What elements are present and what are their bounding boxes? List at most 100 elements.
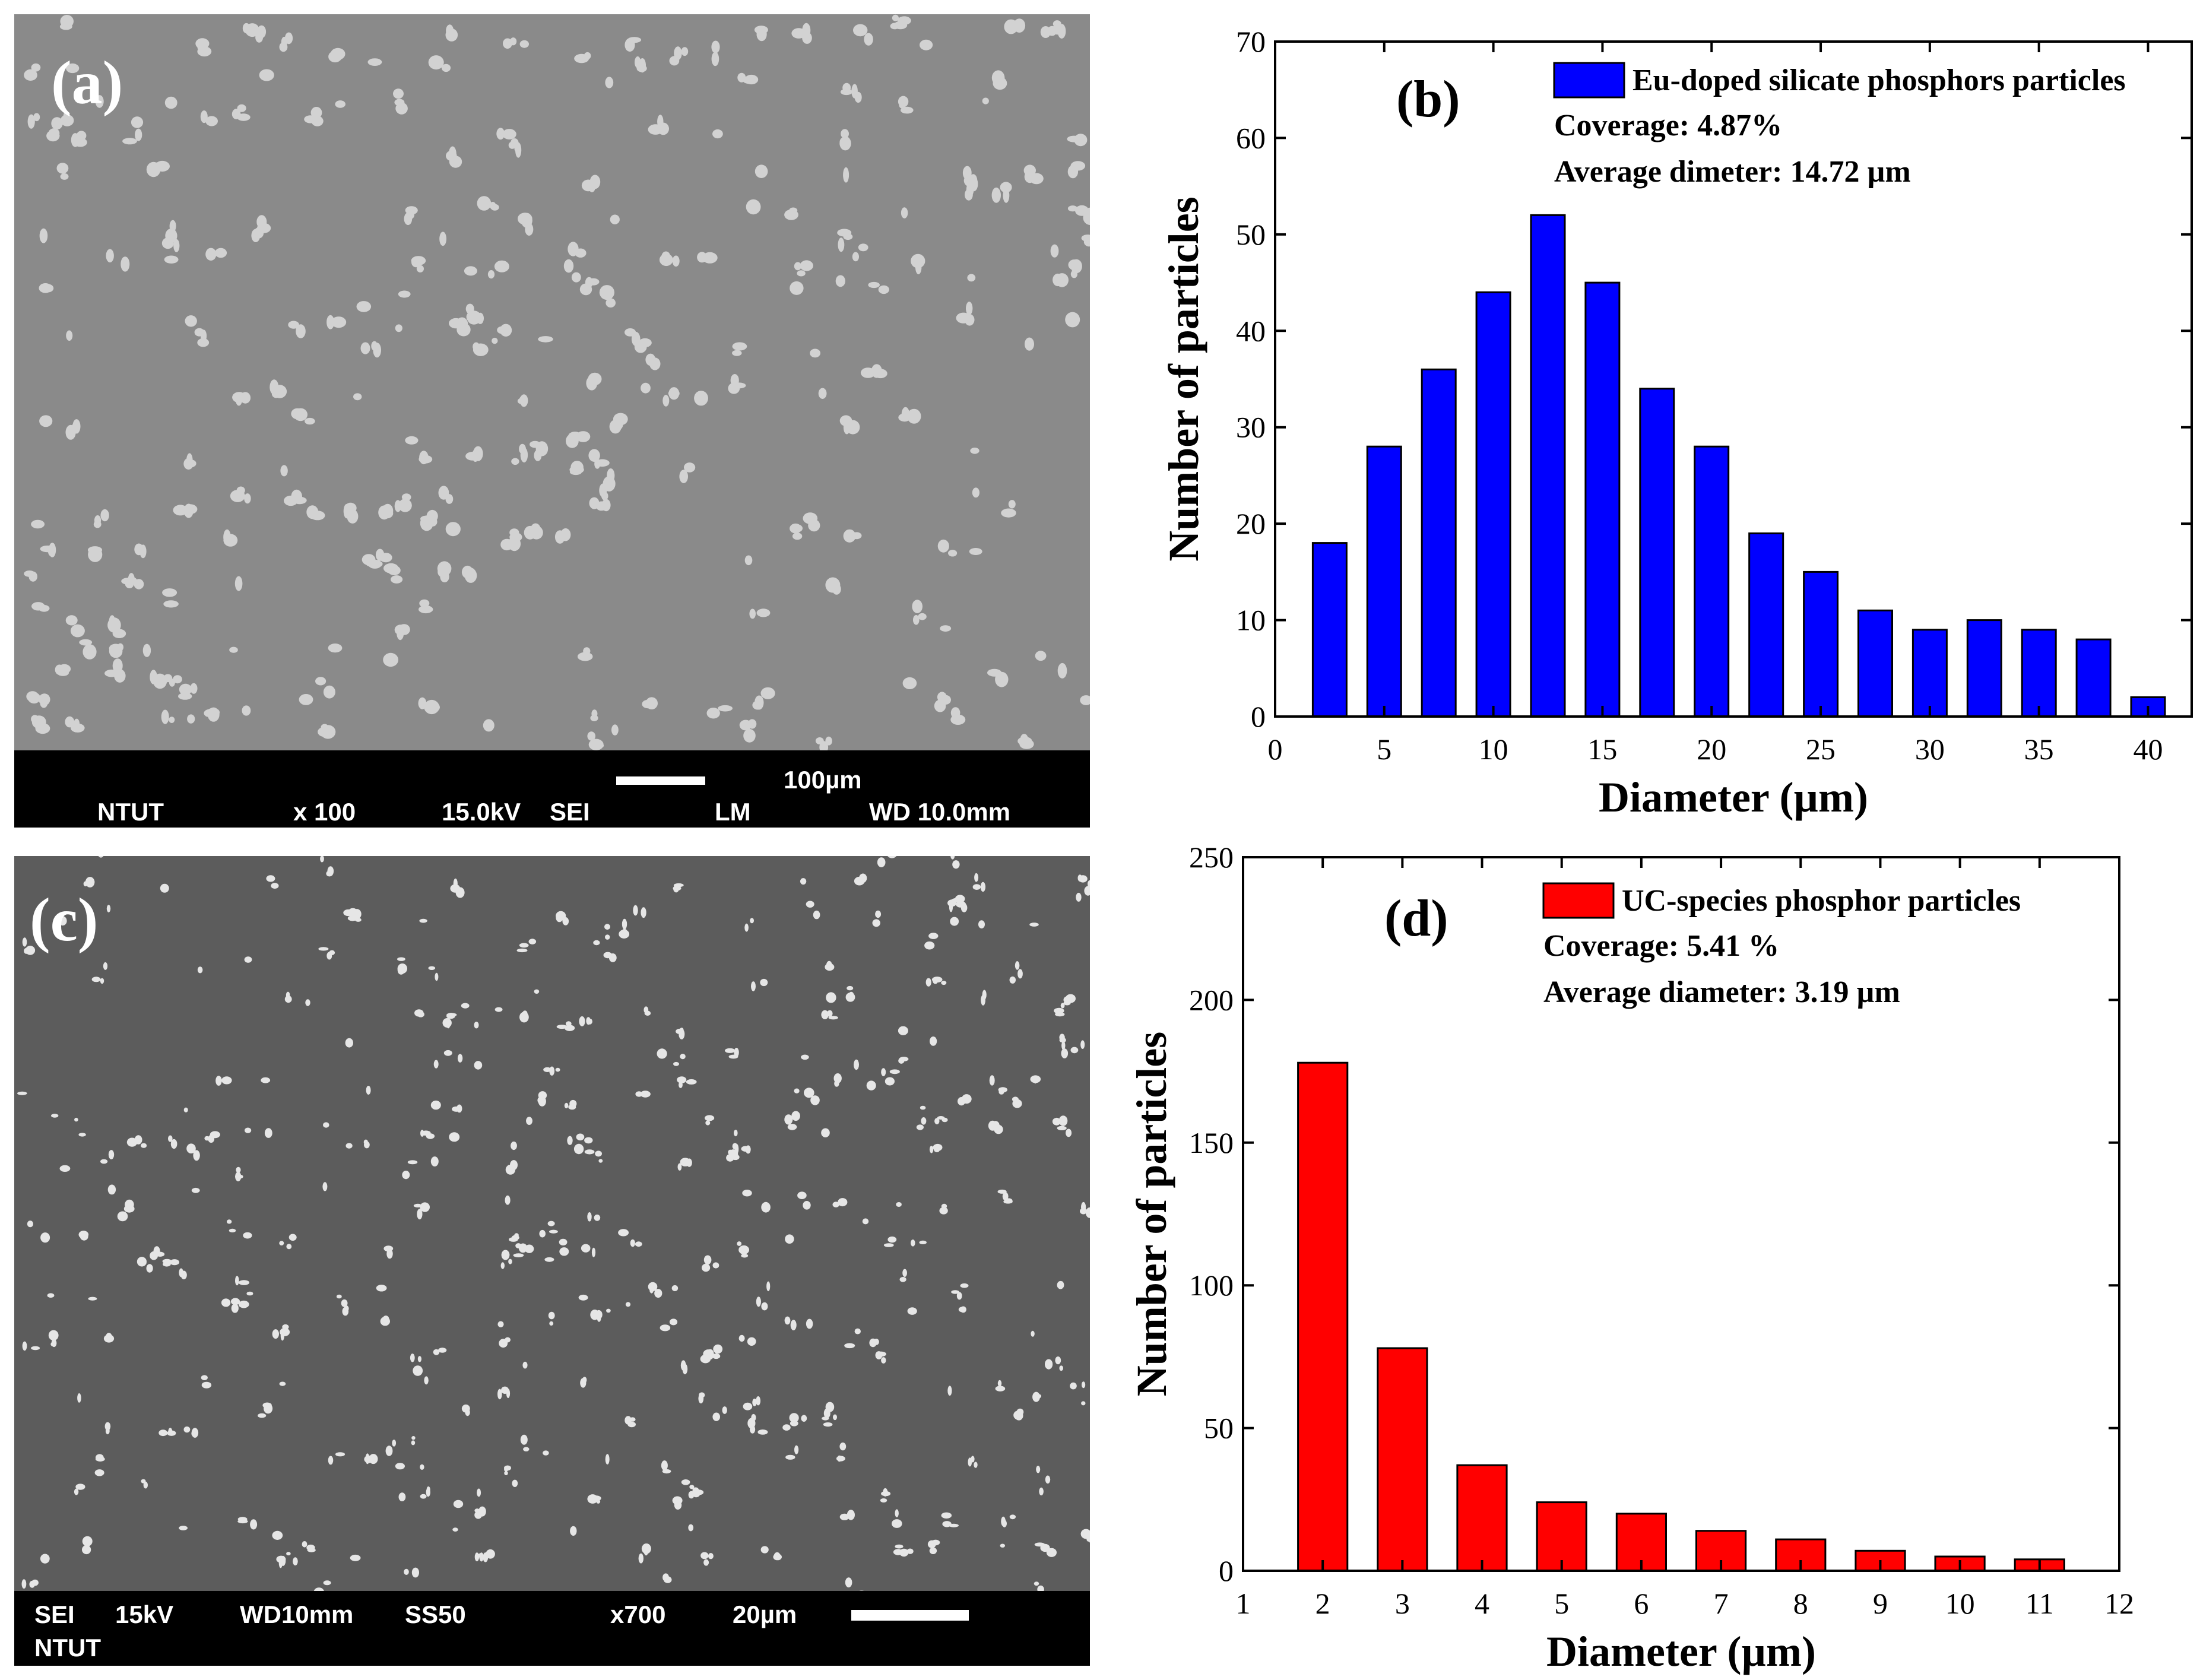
particle — [625, 38, 635, 52]
particle — [593, 940, 600, 946]
particle — [534, 989, 540, 994]
particle — [328, 1456, 334, 1465]
particle — [168, 1135, 173, 1142]
particle — [26, 691, 39, 702]
particle — [291, 408, 304, 420]
particle — [430, 1100, 441, 1110]
particle — [1055, 1012, 1065, 1017]
particle — [489, 202, 496, 210]
particle — [712, 129, 723, 139]
particle — [694, 391, 708, 406]
particle — [738, 1245, 749, 1254]
particle — [588, 449, 600, 462]
particle — [912, 600, 923, 613]
particle — [1019, 739, 1034, 749]
particle — [323, 685, 335, 699]
scale-bar-a — [616, 776, 705, 785]
particle — [649, 1286, 654, 1294]
particle — [1055, 273, 1069, 287]
particle — [971, 1456, 975, 1463]
particle — [1045, 1475, 1051, 1484]
particle — [619, 930, 630, 939]
particle — [1000, 182, 1012, 193]
particle — [71, 723, 85, 733]
particle — [383, 1245, 394, 1252]
particle — [746, 199, 761, 215]
particle — [930, 1036, 937, 1046]
panel-label-c: (c) — [30, 886, 99, 954]
particle — [833, 1073, 842, 1083]
particle — [705, 1115, 715, 1121]
particle — [39, 228, 48, 243]
bar-2 — [1297, 1061, 1349, 1572]
particle — [822, 1416, 829, 1421]
particle — [741, 1253, 749, 1258]
particle — [785, 1234, 794, 1244]
particle — [27, 1221, 33, 1228]
particle — [906, 1548, 914, 1554]
particle — [790, 281, 804, 295]
particle — [452, 1527, 458, 1532]
particle — [391, 575, 403, 584]
particle — [501, 1386, 509, 1394]
particle — [426, 509, 438, 522]
particle — [242, 705, 251, 716]
particle — [1063, 996, 1072, 1004]
particle — [901, 207, 908, 218]
particle — [802, 23, 811, 38]
particle — [744, 74, 759, 85]
particle — [141, 1479, 146, 1484]
particle — [892, 1519, 902, 1528]
particle — [892, 14, 899, 21]
particle — [1067, 135, 1081, 142]
particle — [825, 1402, 835, 1412]
particle — [873, 369, 887, 379]
particle — [231, 1304, 239, 1313]
particle — [375, 549, 385, 561]
particle — [528, 939, 537, 944]
particle — [1017, 969, 1023, 979]
particle — [142, 644, 151, 657]
particle — [821, 1010, 829, 1019]
particle — [570, 1526, 577, 1536]
particle — [993, 77, 1007, 90]
particle — [94, 1469, 104, 1476]
particle — [692, 1489, 700, 1498]
particle — [950, 714, 966, 725]
particle — [594, 458, 601, 469]
particle — [640, 1091, 651, 1098]
particle — [143, 1481, 148, 1489]
particle — [419, 599, 430, 607]
particle — [473, 446, 483, 461]
particle — [494, 1007, 503, 1012]
x-tick-label: 1 — [1236, 1587, 1251, 1620]
particle — [205, 248, 217, 261]
particle — [606, 1308, 611, 1313]
particle — [851, 84, 858, 99]
particle — [508, 536, 521, 551]
particle — [449, 1132, 460, 1142]
particle — [197, 966, 203, 974]
particle — [702, 252, 718, 264]
particle — [356, 301, 372, 312]
particle — [587, 1494, 598, 1504]
particle — [85, 877, 95, 887]
particle — [654, 1289, 662, 1298]
particle — [56, 163, 69, 174]
annotation-1: Coverage: 5.41 % — [1543, 929, 1779, 963]
particle — [1039, 1487, 1044, 1495]
particle — [355, 918, 362, 922]
particle — [1046, 1548, 1057, 1557]
particle — [329, 950, 335, 955]
particle — [503, 38, 512, 49]
particle — [712, 1353, 721, 1359]
particle — [519, 395, 528, 404]
particle — [866, 1080, 876, 1091]
info-ss-c: SS50 — [405, 1600, 466, 1628]
particle — [271, 883, 279, 889]
particle — [1068, 259, 1080, 271]
sem-info-bar-c: SEI 15kV WD10mm SS50 x700 20µm NTUT — [14, 1591, 1090, 1666]
particle — [328, 50, 342, 63]
particle — [948, 550, 958, 557]
